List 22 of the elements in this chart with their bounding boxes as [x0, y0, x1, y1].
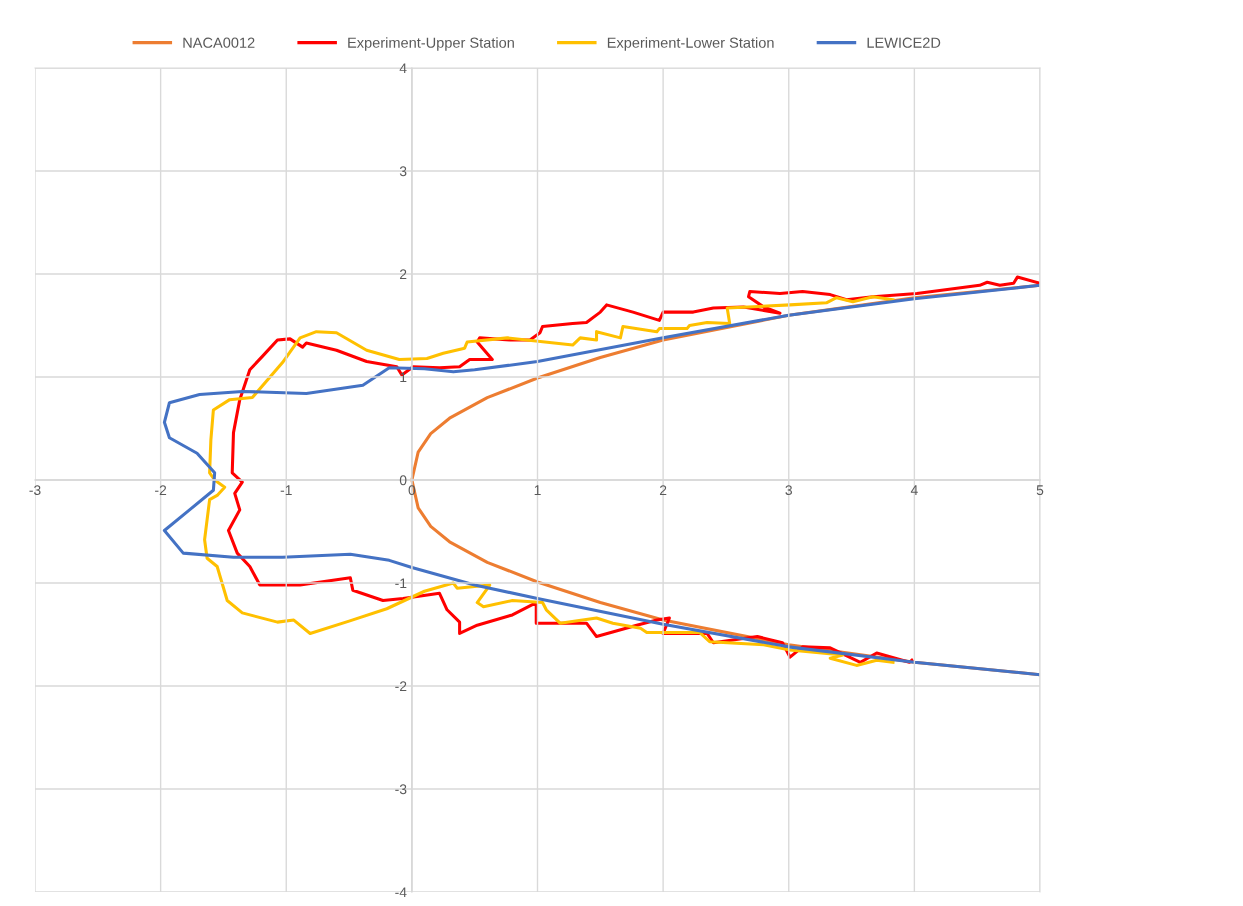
- y-tick-label: -3: [395, 784, 407, 795]
- x-tick-label: -3: [29, 485, 41, 496]
- y-tick-label: -2: [395, 681, 407, 692]
- y-tick-label: 4: [399, 63, 407, 74]
- legend-label: Experiment-Upper Station: [348, 37, 514, 51]
- x-tick-label: -2: [155, 485, 167, 495]
- x-tick-label: 4: [910, 485, 918, 495]
- y-tick-label: 2: [399, 269, 407, 280]
- y-tick-label: 3: [399, 166, 407, 177]
- line-series: [203, 295, 895, 667]
- x-tick-label: 1: [534, 485, 541, 495]
- legend-label: NACA0012: [183, 37, 255, 48]
- y-tick-label: -4: [395, 887, 407, 898]
- x-tick-label: 5: [1036, 485, 1044, 496]
- x-tick-label: -1: [280, 485, 292, 495]
- y-tick-label: 0: [399, 475, 407, 486]
- x-tick-label: 3: [785, 485, 792, 496]
- y-tick-label: 1: [400, 372, 407, 383]
- legend-label: Experiment-Lower Station: [607, 37, 774, 51]
- legend-label: LEWICE2D: [867, 37, 941, 48]
- y-tick-label: -1: [395, 578, 407, 589]
- x-tick-label: 2: [659, 485, 667, 495]
